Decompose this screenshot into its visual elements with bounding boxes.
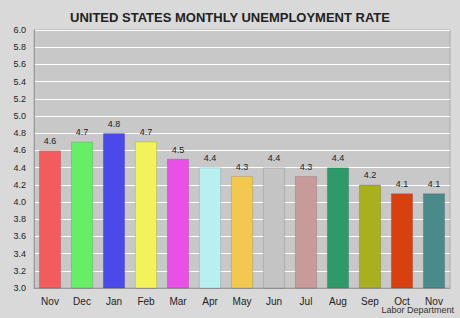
svg-text:4.4: 4.4 bbox=[268, 153, 281, 163]
svg-text:3.0: 3.0 bbox=[13, 283, 26, 293]
svg-text:4.5: 4.5 bbox=[172, 145, 185, 155]
svg-text:4.4: 4.4 bbox=[332, 153, 345, 163]
svg-text:4.4: 4.4 bbox=[13, 163, 26, 173]
svg-text:4.1: 4.1 bbox=[396, 179, 409, 189]
svg-text:Jun: Jun bbox=[266, 296, 282, 307]
svg-text:5.6: 5.6 bbox=[13, 59, 26, 69]
svg-text:5.4: 5.4 bbox=[13, 77, 26, 87]
svg-text:4.0: 4.0 bbox=[13, 197, 26, 207]
svg-text:Mar: Mar bbox=[169, 296, 187, 307]
svg-text:UNITED STATES MONTHLY UNEMPLOY: UNITED STATES MONTHLY UNEMPLOYMENT RATE bbox=[70, 10, 390, 25]
svg-text:3.8: 3.8 bbox=[13, 214, 26, 224]
svg-text:Labor Department: Labor Department bbox=[381, 305, 454, 315]
svg-text:4.8: 4.8 bbox=[108, 119, 121, 129]
svg-text:Jul: Jul bbox=[300, 296, 313, 307]
svg-text:Aug: Aug bbox=[329, 296, 347, 307]
svg-text:4.2: 4.2 bbox=[13, 180, 26, 190]
svg-text:4.2: 4.2 bbox=[364, 170, 377, 180]
svg-text:4.4: 4.4 bbox=[204, 153, 217, 163]
svg-text:Nov: Nov bbox=[425, 296, 443, 307]
svg-text:3.4: 3.4 bbox=[13, 249, 26, 259]
svg-text:4.6: 4.6 bbox=[44, 136, 57, 146]
svg-text:4.6: 4.6 bbox=[13, 145, 26, 155]
svg-text:Dec: Dec bbox=[73, 296, 91, 307]
svg-text:Nov: Nov bbox=[41, 296, 59, 307]
svg-text:Apr: Apr bbox=[202, 296, 218, 307]
svg-text:Oct: Oct bbox=[394, 296, 410, 307]
svg-text:Sep: Sep bbox=[361, 296, 379, 307]
svg-text:5.0: 5.0 bbox=[13, 111, 26, 121]
svg-text:4.7: 4.7 bbox=[140, 127, 153, 137]
svg-text:4.7: 4.7 bbox=[76, 127, 89, 137]
svg-text:3.2: 3.2 bbox=[13, 266, 26, 276]
svg-text:May: May bbox=[233, 296, 252, 307]
svg-text:4.3: 4.3 bbox=[300, 162, 313, 172]
svg-text:Jan: Jan bbox=[106, 296, 122, 307]
svg-text:6.0: 6.0 bbox=[13, 25, 26, 35]
svg-text:5.2: 5.2 bbox=[13, 94, 26, 104]
svg-text:4.3: 4.3 bbox=[236, 162, 249, 172]
svg-text:4.1: 4.1 bbox=[428, 179, 441, 189]
svg-text:3.6: 3.6 bbox=[13, 231, 26, 241]
svg-text:Feb: Feb bbox=[137, 296, 155, 307]
svg-text:4.8: 4.8 bbox=[13, 128, 26, 138]
svg-text:5.8: 5.8 bbox=[13, 42, 26, 52]
